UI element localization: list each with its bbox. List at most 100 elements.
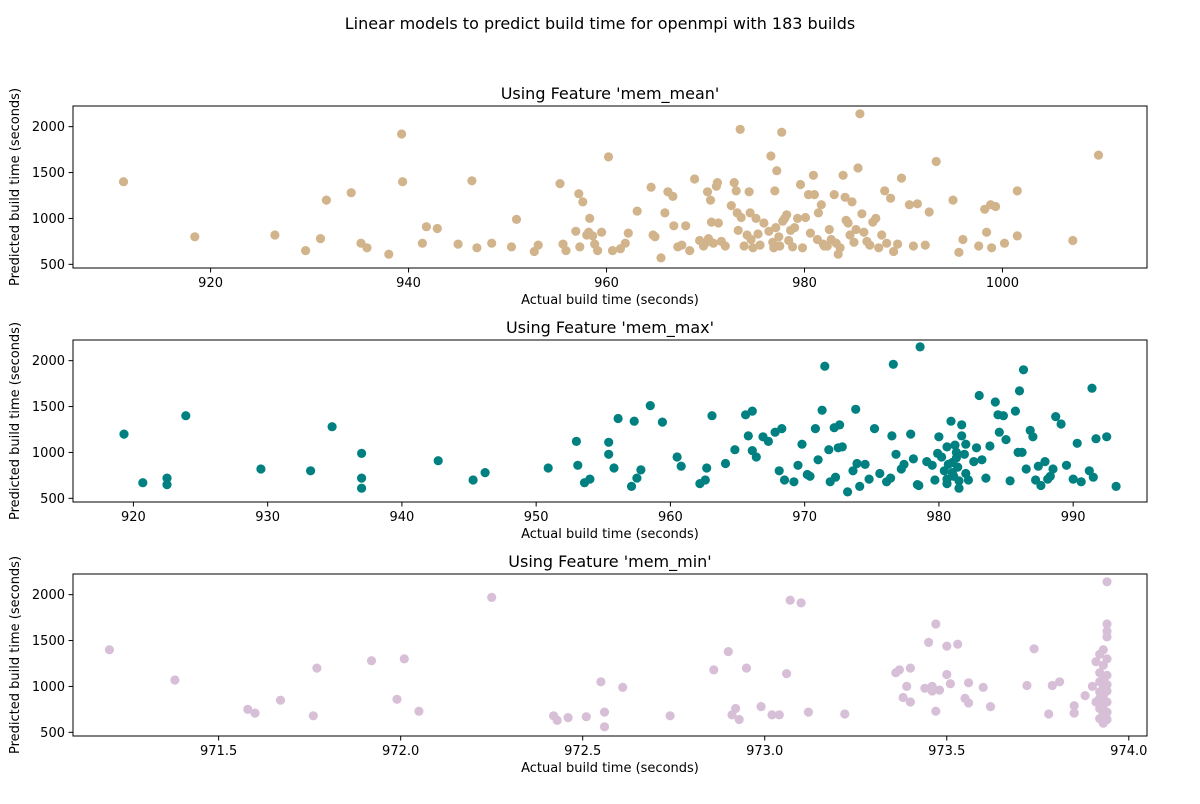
- data-point: [875, 468, 885, 479]
- data-point: [796, 598, 806, 608]
- data-point: [946, 416, 956, 426]
- y-tick-label: 500: [40, 492, 65, 507]
- data-point: [902, 681, 912, 692]
- data-point: [1088, 472, 1098, 482]
- data-point: [660, 208, 670, 218]
- data-point: [1040, 457, 1050, 467]
- data-point: [181, 411, 191, 421]
- data-point: [397, 129, 407, 139]
- data-point: [982, 227, 992, 237]
- data-point: [969, 457, 979, 467]
- data-point: [657, 417, 668, 427]
- data-point: [1029, 644, 1039, 654]
- data-point: [609, 463, 619, 473]
- data-point: [599, 722, 610, 732]
- data-point: [865, 240, 875, 250]
- data-point: [837, 442, 847, 452]
- data-point: [950, 440, 960, 450]
- data-point: [974, 241, 984, 251]
- data-point: [588, 231, 598, 241]
- data-point: [1001, 435, 1011, 445]
- data-point: [843, 487, 853, 497]
- scatter-points: [119, 342, 1121, 497]
- data-point: [555, 179, 565, 189]
- data-point: [1072, 438, 1082, 448]
- data-point: [954, 247, 964, 257]
- data-point: [894, 665, 905, 675]
- data-point: [730, 445, 740, 455]
- data-point: [800, 212, 811, 223]
- data-point: [851, 404, 861, 414]
- data-point: [953, 462, 963, 472]
- data-point: [957, 420, 967, 430]
- data-point: [1012, 186, 1022, 196]
- data-point: [723, 647, 733, 657]
- data-point: [421, 222, 431, 232]
- data-point: [1093, 150, 1104, 160]
- x-tick-label: 950: [524, 510, 549, 525]
- data-point: [357, 483, 367, 493]
- data-point: [954, 483, 964, 493]
- data-point: [820, 361, 830, 371]
- data-point: [931, 156, 941, 167]
- data-point: [998, 411, 1009, 421]
- y-axis-label: Predicted build time (seconds): [8, 556, 23, 754]
- data-point: [763, 436, 774, 446]
- data-point: [603, 152, 614, 162]
- data-point: [720, 241, 730, 251]
- data-point: [623, 228, 633, 238]
- data-point: [1102, 680, 1112, 690]
- data-point: [847, 197, 857, 207]
- data-point: [767, 710, 777, 720]
- data-point: [731, 186, 741, 196]
- scatter-points: [118, 109, 1104, 263]
- data-point: [793, 460, 803, 470]
- data-point: [843, 218, 853, 228]
- x-tick-label: 980: [926, 510, 951, 525]
- data-point: [756, 702, 766, 712]
- data-point: [392, 694, 402, 704]
- data-point: [824, 224, 834, 235]
- data-point: [1102, 619, 1112, 629]
- data-point: [118, 177, 129, 187]
- y-axis-label: Predicted build time (seconds): [8, 88, 23, 286]
- data-point: [977, 455, 987, 465]
- data-point: [561, 246, 571, 256]
- data-point: [357, 473, 367, 483]
- data-point: [574, 189, 584, 199]
- data-point: [362, 243, 372, 253]
- data-point: [467, 176, 477, 186]
- data-point: [959, 449, 970, 459]
- data-point: [308, 711, 318, 721]
- x-tick-label: 974.0: [1110, 744, 1147, 759]
- data-point: [877, 230, 887, 240]
- data-point: [270, 230, 280, 240]
- data-point: [958, 234, 968, 245]
- data-point: [243, 704, 253, 715]
- data-point: [575, 242, 585, 252]
- data-point: [945, 679, 956, 689]
- data-point: [745, 208, 755, 218]
- data-point: [743, 431, 753, 441]
- data-point: [578, 197, 588, 207]
- data-point: [908, 454, 919, 464]
- data-point: [747, 406, 757, 416]
- data-point: [838, 170, 848, 180]
- data-point: [1076, 477, 1086, 487]
- data-point: [708, 238, 719, 248]
- subplot-title: Using Feature 'mem_min': [508, 552, 711, 572]
- data-point: [908, 241, 919, 251]
- y-tick-label: 1000: [32, 680, 65, 695]
- data-point: [931, 619, 941, 629]
- data-point: [672, 452, 682, 462]
- data-point: [453, 239, 463, 249]
- data-point: [859, 227, 869, 237]
- data-point: [706, 217, 717, 227]
- data-point: [1102, 432, 1112, 442]
- data-point: [312, 663, 322, 673]
- data-point: [707, 411, 717, 421]
- data-point: [1069, 701, 1079, 711]
- data-point: [702, 187, 713, 197]
- data-point: [816, 200, 826, 210]
